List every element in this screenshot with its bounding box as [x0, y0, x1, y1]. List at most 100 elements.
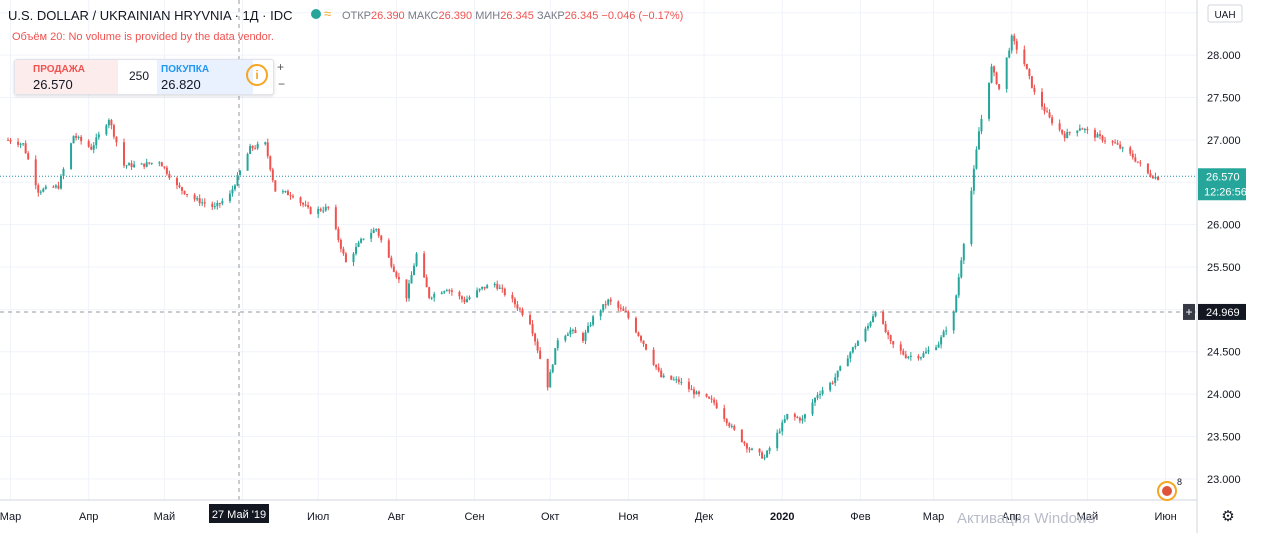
- candle-body: [531, 324, 534, 334]
- symbol-title[interactable]: U.S. DOLLAR / UKRAINIAN HRYVNIA · 1Д · I…: [8, 8, 293, 23]
- x-tick-label: Июл: [307, 511, 329, 523]
- candle-body: [529, 315, 532, 325]
- candle-body: [37, 185, 40, 193]
- candle-body: [302, 202, 305, 205]
- buy-button[interactable]: ПОКУПКА 26.820: [157, 60, 253, 94]
- candle-body: [231, 189, 234, 194]
- candle-body: [443, 291, 446, 293]
- candle-body: [465, 299, 468, 303]
- close-label: ЗАКР: [536, 10, 565, 22]
- candle-body: [1068, 132, 1071, 134]
- candle-body: [133, 164, 136, 168]
- candle-body: [246, 153, 249, 171]
- candle-body: [7, 139, 9, 141]
- candle-body: [1015, 41, 1018, 50]
- candle-body: [344, 253, 347, 263]
- candle-body: [460, 296, 463, 300]
- candle-body: [758, 448, 761, 453]
- candle-body: [123, 142, 126, 166]
- axes: 28.50028.00027.50027.00026.50026.00025.5…: [0, 0, 1247, 533]
- candle-body: [584, 332, 587, 341]
- candle-body: [9, 139, 12, 142]
- candle-body: [249, 145, 252, 154]
- low-label: МИН: [475, 10, 501, 22]
- candle-body: [1040, 91, 1043, 107]
- candle-body: [196, 198, 199, 200]
- candle-body: [254, 148, 257, 150]
- candle-body: [907, 356, 910, 358]
- candle-body: [233, 185, 236, 190]
- candle-body: [692, 389, 695, 395]
- candle-body: [24, 143, 27, 154]
- candle-body: [990, 66, 993, 83]
- candle-body: [748, 448, 751, 450]
- candle-body: [922, 353, 925, 358]
- currency-box[interactable]: [1207, 4, 1243, 23]
- candle-body: [1048, 112, 1051, 118]
- candle-body: [27, 153, 30, 160]
- sell-button[interactable]: ПРОДАЖА 26.570: [15, 60, 118, 94]
- candle-body: [814, 397, 817, 403]
- candle-body: [919, 357, 922, 359]
- zoom-minus-button[interactable]: −: [278, 77, 286, 91]
- candle-body: [831, 382, 834, 384]
- plus-icon: +: [1185, 305, 1192, 319]
- candle-body: [783, 419, 786, 423]
- buy-label: ПОКУПКА: [161, 64, 210, 75]
- candle-body: [198, 198, 201, 204]
- candle-body: [428, 287, 431, 298]
- zoom-plus-button[interactable]: +: [277, 60, 285, 74]
- candle-body: [317, 208, 320, 214]
- candle-body: [884, 323, 887, 333]
- candle-body: [624, 310, 627, 313]
- candle-body: [407, 283, 410, 299]
- candle-body: [569, 330, 572, 335]
- candle-body: [874, 311, 877, 317]
- candle-body: [478, 288, 481, 291]
- candle-body: [186, 194, 189, 196]
- candle-body: [970, 190, 973, 244]
- candle-body: [677, 379, 680, 383]
- candle-body: [882, 311, 885, 324]
- candle-body: [960, 260, 963, 278]
- close-value: 26.345: [564, 10, 599, 22]
- candle-body: [387, 240, 390, 258]
- candle-body: [211, 203, 214, 207]
- info-icon[interactable]: i: [246, 64, 268, 86]
- candle-body: [715, 402, 718, 409]
- candle-body: [380, 235, 383, 241]
- candle-body: [866, 326, 869, 329]
- candle-body: [1149, 173, 1152, 177]
- candle-body: [516, 304, 519, 309]
- candle-body: [128, 163, 131, 166]
- candle-body: [148, 162, 151, 164]
- candle-body: [1136, 161, 1139, 163]
- candle-body: [977, 131, 980, 150]
- volume-note: Объём 20: No volume is provided by the d…: [12, 31, 274, 43]
- high-value: 26.390: [438, 10, 473, 22]
- candle-body: [463, 299, 466, 303]
- candle-body: [168, 173, 171, 179]
- gear-icon[interactable]: ⚙: [1221, 507, 1234, 525]
- candle-body: [975, 149, 978, 169]
- candle-body: [670, 375, 673, 380]
- candle-body: [334, 207, 337, 229]
- candle-body: [763, 457, 766, 459]
- candle-body: [854, 345, 857, 348]
- buy-price: 26.820: [161, 77, 201, 92]
- candle-body: [392, 266, 395, 272]
- candle-body: [97, 134, 100, 138]
- data-wave-icon: ≈: [324, 6, 332, 21]
- candle-body: [433, 294, 436, 298]
- candle-body: [640, 336, 643, 341]
- candle-body: [90, 146, 93, 150]
- candle-body: [468, 297, 471, 300]
- add-alert-button[interactable]: [1183, 303, 1195, 320]
- candle-body: [927, 349, 930, 352]
- candle-body: [355, 246, 358, 254]
- candle-body: [952, 311, 955, 331]
- candle-body: [993, 66, 996, 73]
- candle-body: [299, 197, 302, 203]
